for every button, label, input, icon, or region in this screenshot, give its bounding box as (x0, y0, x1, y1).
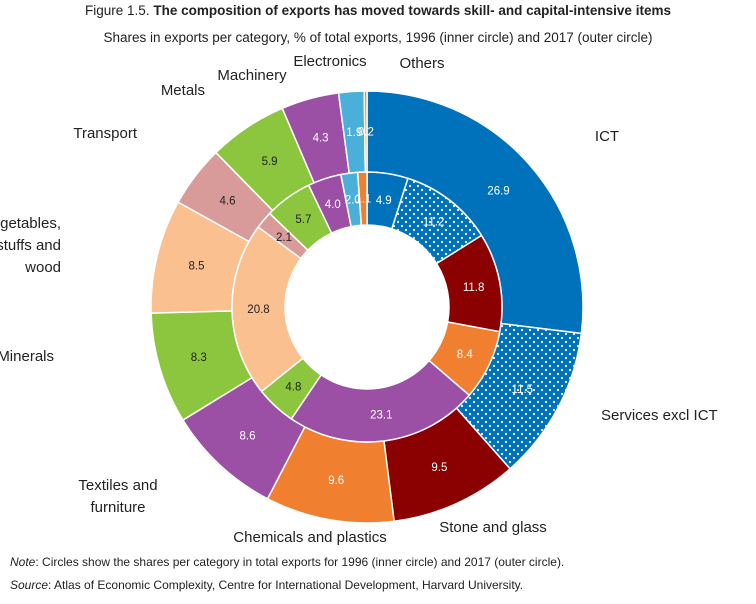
figure-subtitle: Shares in exports per category, % of tot… (103, 30, 653, 45)
inner-value-vegetables-foodstuffs-and-wood: 20.8 (247, 304, 269, 316)
inner-value-services-excl-ict: 11.2 (423, 216, 445, 228)
outer-value-chemicals-and-plastics: 9.6 (328, 475, 344, 487)
category-labels: ICT Services excl ICT Stone and glass Chemi… (0, 53, 718, 546)
outer-value-ict: 26.9 (487, 186, 509, 198)
category-label-textiles-and-furniture-line-2: furniture (90, 499, 145, 516)
inner-value-ict: 4.9 (376, 195, 392, 207)
category-label-metals: Metals (161, 82, 205, 99)
inner-slice-others (356, 171, 368, 227)
outer-value-others: 0.2 (358, 127, 374, 139)
inner-value-minerals: 4.8 (285, 382, 301, 394)
inner-value-electronics: 2.0 (345, 194, 361, 206)
outer-value-vegetables-foodstuffs-and-wood: 8.5 (189, 260, 205, 272)
category-label-textiles-and-furniture-line-1: Textiles and (78, 477, 157, 494)
category-label-vegetables-foodstuffs-and-wood-line-2: foodstuffs and (0, 237, 61, 254)
inner-slice-textiles-and-furniture (290, 359, 471, 443)
outer-value-metals: 5.9 (262, 156, 278, 168)
category-label-electronics: Electronics (293, 53, 366, 70)
inner-value-machinery: 4.0 (325, 199, 341, 211)
inner-value-metals: 5.7 (295, 214, 311, 226)
outer-value-stone-and-glass: 9.5 (431, 462, 447, 474)
category-label-chemicals-and-plastics: Chemicals and plastics (233, 529, 386, 546)
outer-value-textiles-and-furniture: 8.6 (240, 431, 256, 443)
category-label-vegetables-foodstuffs-and-wood-line-3: wood (24, 259, 61, 276)
value-labels: 26.9 11.5 9.5 9.6 8.6 8.3 8.5 4.6 5.9 4.3 1.90.2 4.… (189, 127, 534, 487)
outer-value-electronics: 1.9 (346, 127, 362, 139)
source-text: : Atlas of Economic Complexity, Centre f… (48, 578, 524, 592)
figure-title-text: The composition of exports has moved tow… (153, 3, 671, 18)
source-label: Source (10, 578, 49, 592)
outer-value-minerals: 8.3 (191, 352, 207, 364)
outer-value-services-excl-ict: 11.5 (512, 384, 534, 396)
inner-value-transport: 2.1 (276, 232, 292, 244)
nested-donut-chart: 26.9 11.5 9.5 9.6 8.6 8.3 8.5 4.6 5.9 4.3 1.90.2 4.… (0, 53, 718, 546)
category-label-minerals: Minerals (0, 348, 54, 365)
outer-value-machinery: 4.3 (313, 133, 329, 145)
category-label-stone-and-glass: Stone and glass (439, 519, 547, 536)
inner-ring-1996 (231, 171, 503, 443)
category-label-machinery: Machinery (217, 67, 287, 84)
figure-title: Figure 1.5. The composition of exports h… (0, 3, 756, 18)
inner-value-textiles-and-furniture: 23.1 (370, 410, 392, 422)
category-label-transport: Transport (73, 125, 137, 142)
category-label-ict: ICT (595, 128, 619, 145)
note-text: : Circles show the shares per category i… (35, 555, 565, 569)
figure-source: Source: Atlas of Economic Complexity, Ce… (10, 578, 523, 592)
category-label-others: Others (399, 55, 444, 72)
outer-ring-2017 (150, 90, 584, 524)
note-label: Note (10, 555, 36, 569)
category-label-services-excl-ict: Services excl ICT (601, 407, 718, 424)
outer-value-transport: 4.6 (220, 196, 236, 208)
inner-value-stone-and-glass: 11.8 (463, 282, 485, 294)
figure-note: Note: Circles show the shares per catego… (10, 555, 564, 569)
inner-value-chemicals-and-plastics: 8.4 (457, 349, 474, 361)
inner-value-others: 1.1 (355, 194, 371, 206)
category-label-vegetables-foodstuffs-and-wood-line-1: Vegetables, (0, 215, 61, 232)
figure-number: Figure 1.5. (85, 3, 150, 18)
